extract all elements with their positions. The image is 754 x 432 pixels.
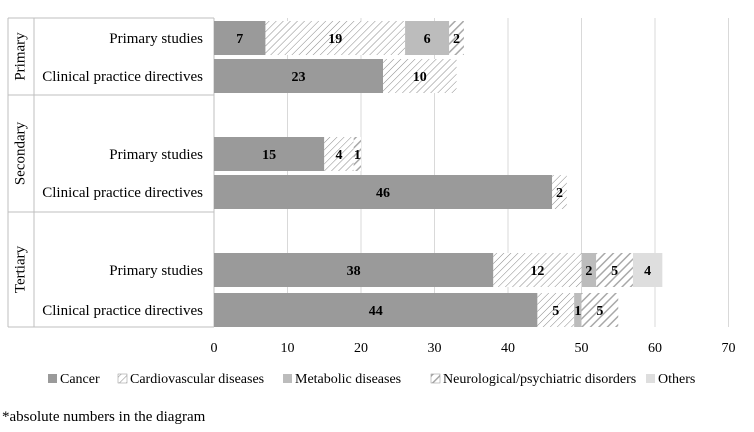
data-label: 1 [574, 304, 581, 319]
x-tick-label: 30 [428, 341, 442, 356]
bar-segment [214, 21, 266, 55]
x-tick-label: 10 [281, 341, 295, 356]
data-label: 10 [413, 70, 427, 85]
bar-segment [353, 137, 361, 171]
data-label: 2 [453, 32, 460, 47]
legend-label: Cancer [60, 372, 100, 387]
data-label: 2 [556, 186, 563, 201]
bar-segment [324, 137, 354, 171]
group-label: Secondary [12, 121, 28, 185]
x-tick-label: 50 [575, 341, 589, 356]
bar-segment [632, 253, 663, 287]
x-tick-label: 40 [501, 341, 515, 356]
group-separators [7, 17, 215, 328]
bar-segment [493, 253, 582, 287]
data-label: 12 [530, 264, 544, 279]
x-tick-labels: 0 10 20 30 40 50 60 70 [211, 341, 736, 356]
data-label: 4 [335, 148, 342, 163]
row-labels: Primary studies Clinical practice directi… [42, 31, 203, 319]
bar-segment [537, 293, 575, 327]
legend-label: Metabolic diseases [295, 372, 401, 387]
data-label: 4 [644, 264, 651, 279]
x-tick-label: 20 [354, 341, 368, 356]
bar-segment [383, 59, 457, 93]
bar-segment [214, 59, 384, 93]
bar-segment [581, 253, 597, 287]
legend-swatch [117, 373, 128, 384]
group-label: Primary [12, 32, 28, 81]
data-label: 15 [262, 148, 276, 163]
bar-segment [405, 21, 450, 55]
legend-swatch [646, 374, 655, 383]
row-label: Primary studies [109, 31, 203, 47]
group-label: Tertiary [12, 245, 28, 293]
row-label: Primary studies [109, 147, 203, 163]
bar-segment [596, 253, 633, 287]
bar-segment [449, 21, 464, 55]
group-labels: Primary Secondary Tertiary [12, 32, 28, 293]
data-label: 38 [347, 264, 361, 279]
x-tick-label: 0 [211, 341, 218, 356]
bar-segment [214, 175, 553, 209]
row-label: Clinical practice directives [42, 303, 203, 319]
data-label: 2 [585, 264, 592, 279]
bar-segment [552, 175, 567, 209]
bar-segment [265, 21, 406, 55]
x-tick-label: 70 [722, 341, 736, 356]
legend-swatch [283, 374, 292, 383]
bar-segment [574, 293, 582, 327]
x-tick-label: 60 [648, 341, 662, 356]
data-label: 7 [236, 32, 243, 47]
bar-segment [214, 137, 325, 171]
data-label: 5 [596, 304, 603, 319]
legend-label: Neurological/psychiatric disorders [443, 372, 636, 387]
footnote: *absolute numbers in the diagram [2, 409, 206, 425]
legend-swatch [48, 374, 57, 383]
legend: Cancer Cardiovascular diseases Metabolic d… [48, 372, 695, 387]
row-label: Clinical practice directives [42, 69, 203, 85]
data-label: 5 [611, 264, 618, 279]
data-label: 1 [354, 148, 361, 163]
data-label: 19 [328, 32, 342, 47]
legend-label: Cardiovascular diseases [130, 372, 264, 387]
row-label: Primary studies [109, 263, 203, 279]
data-label: 46 [376, 186, 390, 201]
bar-segment [581, 293, 619, 327]
bar-segment [214, 253, 494, 287]
legend-label: Others [658, 372, 695, 387]
data-label: 6 [424, 32, 431, 47]
data-label: 23 [292, 70, 306, 85]
bar-segment [214, 293, 538, 327]
data-label: 5 [552, 304, 559, 319]
data-label: 44 [369, 304, 383, 319]
row-label: Clinical practice directives [42, 185, 203, 201]
legend-swatch [430, 373, 441, 384]
